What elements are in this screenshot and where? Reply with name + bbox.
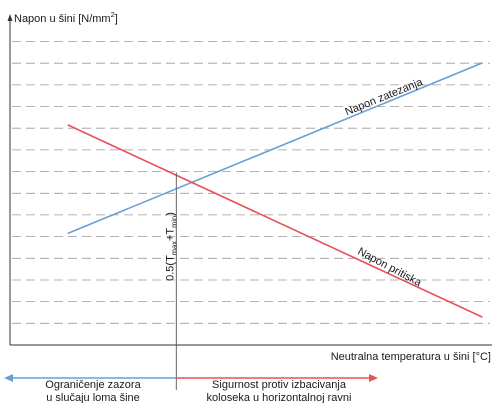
x-axis-label: Neutralna temperatura u šini [°C] [331, 351, 491, 363]
left-annotation-line2: u slučaju loma šine [46, 392, 140, 403]
series-group [67, 62, 483, 318]
series-label-napon-pritiska: Napon pritiska [356, 246, 424, 290]
marker-label: 0.5(Tmax+Tmin) [164, 212, 178, 281]
right-arrow-icon [369, 374, 378, 382]
series-line-0 [67, 62, 483, 235]
y-axis-label: Napon u šini [N/mm2] [14, 10, 118, 25]
grid [12, 41, 490, 324]
series-label-napon-zatezanja: Napon zatezanja [343, 76, 425, 118]
left-arrow-icon [4, 374, 13, 382]
right-annotation-line1: Sigurnost protiv izbacivanja [212, 379, 347, 391]
right-annotation-line2: koloseka u horizontalnoj ravni [207, 392, 352, 403]
left-annotation-line1: Ograničenje zazora [45, 379, 141, 391]
y-axis-arrow-icon [7, 14, 13, 21]
series-line-1 [67, 124, 483, 318]
